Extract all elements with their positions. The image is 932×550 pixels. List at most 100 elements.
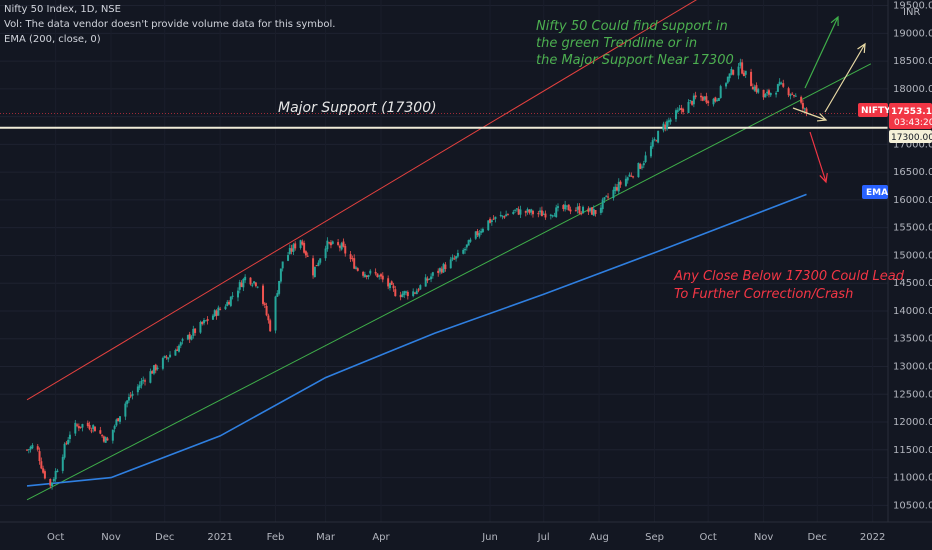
candle-body — [455, 256, 458, 259]
candle-body — [780, 83, 783, 85]
candle-body — [612, 189, 615, 199]
candle-body — [767, 90, 770, 95]
candle-body — [229, 296, 232, 306]
x-tick-label: Feb — [267, 532, 285, 543]
y-tick-label: 14500.00 — [893, 278, 932, 289]
candle-body — [29, 446, 32, 450]
candle-body — [27, 449, 30, 451]
candle-body — [474, 231, 477, 239]
candle-body — [152, 365, 155, 374]
candle-body — [539, 210, 542, 213]
candle-body — [578, 205, 581, 214]
x-tick-label: Dec — [808, 532, 827, 543]
candle-body — [374, 271, 377, 274]
candle-body — [338, 245, 341, 248]
candle-body — [242, 278, 245, 288]
candle-body — [544, 213, 547, 218]
candle-body — [769, 92, 772, 96]
candle-body — [531, 210, 534, 215]
candle-body — [692, 95, 695, 105]
price-badge-text: 17553.10 — [891, 107, 932, 117]
candle-body — [219, 308, 222, 310]
candle-body — [156, 367, 159, 370]
candle-body — [567, 204, 570, 211]
candle-body — [789, 94, 792, 96]
x-tick-label: Jul — [537, 532, 550, 543]
candle-body — [199, 321, 202, 333]
candle-body — [549, 214, 552, 216]
x-tick-label: Oct — [47, 532, 64, 543]
candle-body — [687, 101, 690, 114]
candle-body — [186, 334, 189, 340]
x-tick-label: Apr — [372, 532, 390, 543]
symbol-badge-text: NIFTY — [861, 106, 891, 116]
y-tick-label: 12000.00 — [893, 417, 932, 428]
candle-body — [74, 422, 77, 434]
candle-body — [292, 244, 295, 252]
candle-body — [63, 443, 66, 458]
candle-body — [165, 356, 168, 358]
candle-body — [290, 248, 293, 252]
candle-body — [464, 248, 467, 251]
candle-body — [353, 258, 356, 269]
candle-body — [481, 228, 484, 232]
candle-body — [388, 282, 391, 289]
candle-body — [61, 457, 64, 471]
candle-body — [794, 95, 797, 97]
candle-body — [456, 252, 459, 257]
y-tick-label: 11500.00 — [893, 445, 932, 456]
candle-body — [503, 216, 506, 218]
price-scale-panel[interactable] — [888, 0, 932, 522]
candle-body — [451, 257, 454, 260]
ema-legend: EMA (200, close, 0) — [4, 34, 101, 45]
countdown-text: 03:43:20 — [894, 118, 932, 128]
candle-body — [217, 307, 220, 316]
candle-body — [505, 214, 508, 217]
candle-body — [607, 196, 610, 198]
candle-body — [117, 418, 120, 422]
candle-body — [453, 258, 456, 260]
candle-body — [542, 213, 545, 215]
ema-badge-text: EMA — [866, 188, 888, 198]
arrow-upper-right — [824, 43, 866, 113]
candle-body — [251, 284, 254, 286]
candle-body — [304, 251, 307, 256]
candle-body — [565, 205, 568, 207]
arrow-down — [809, 131, 827, 183]
candle-body — [140, 380, 143, 386]
candle-body — [674, 110, 677, 120]
candle-body — [92, 425, 95, 430]
candle-body — [142, 379, 145, 382]
candle-body — [719, 86, 722, 98]
candle-body — [206, 319, 209, 321]
candle-body — [362, 271, 365, 276]
candle-body — [714, 97, 717, 102]
candle-body — [615, 187, 618, 191]
candle-body — [649, 146, 652, 157]
candle-body — [499, 214, 502, 217]
candle-body — [161, 358, 164, 369]
y-tick-label: 15500.00 — [893, 223, 932, 234]
candle-body — [624, 178, 627, 186]
candle-body — [281, 261, 284, 269]
candle-body — [512, 211, 515, 215]
symbol-badge — [858, 103, 888, 117]
candle-body — [267, 315, 270, 321]
candle-body — [127, 397, 130, 401]
candle-body — [551, 215, 554, 217]
candle-body — [480, 231, 483, 233]
candle-body — [737, 66, 740, 76]
candle-body — [342, 241, 345, 247]
candle-body — [757, 89, 760, 93]
candle-body — [167, 357, 170, 360]
candle-body — [88, 425, 91, 430]
candle-body — [49, 478, 52, 486]
candle-body — [363, 274, 366, 278]
candle-body — [703, 96, 706, 100]
candle-body — [313, 266, 316, 278]
candle-body — [564, 204, 567, 210]
candle-body — [249, 277, 252, 285]
candle-body — [26, 449, 29, 451]
